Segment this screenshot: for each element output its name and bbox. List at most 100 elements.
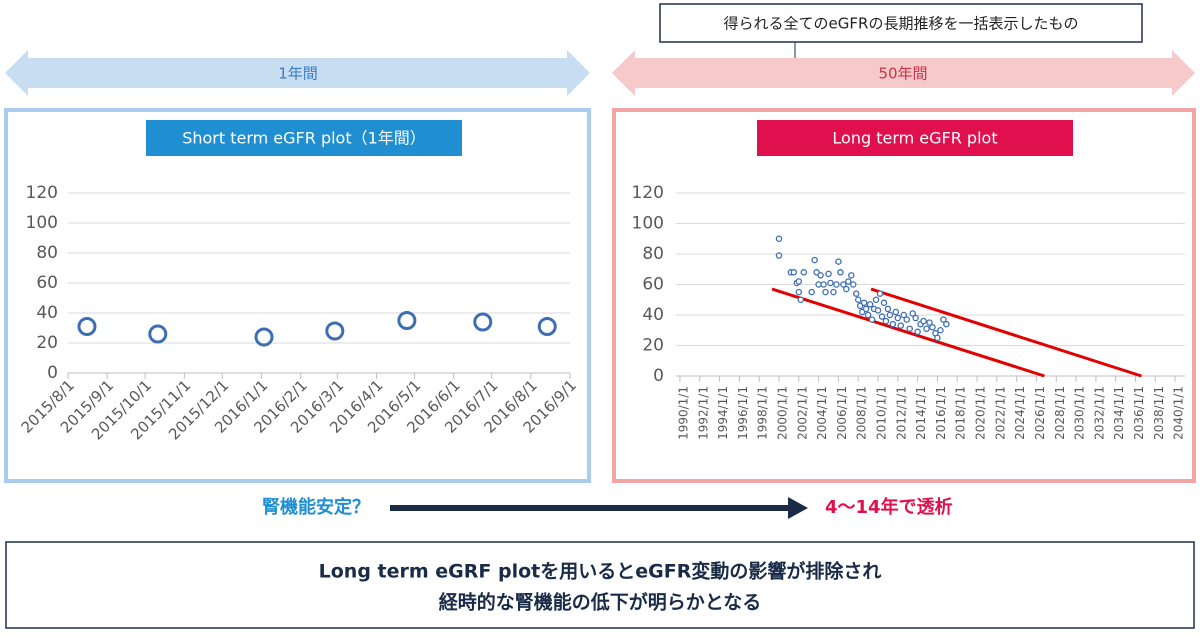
trend-line — [870, 287, 1142, 378]
point — [148, 324, 168, 344]
x-tick-label: 1996/1/1 — [736, 386, 750, 440]
range-arrow — [5, 50, 590, 96]
point — [937, 326, 944, 334]
y-tick-label: 120 — [632, 183, 664, 203]
x-tick-label: 2014/1/1 — [914, 386, 928, 440]
point — [878, 313, 886, 320]
point — [811, 256, 818, 264]
y-tick-label: 20 — [642, 336, 664, 356]
point — [923, 325, 930, 332]
point — [884, 305, 892, 313]
point — [929, 323, 936, 331]
y-tick-label: 60 — [36, 273, 58, 293]
point — [797, 296, 805, 303]
x-tick-label: 2024/1/1 — [1013, 386, 1027, 440]
x-tick-label: 2038/1/1 — [1152, 386, 1166, 440]
x-tick-label: 2034/1/1 — [1112, 386, 1126, 440]
point — [830, 288, 837, 296]
conclusion-line: Long term eGRF plotを用いるとeGFR変動の影響が排除され — [319, 560, 882, 583]
y-tick-label: 60 — [642, 275, 664, 295]
range-label: 1年間 — [278, 65, 318, 83]
x-tick-label: 1994/1/1 — [716, 386, 730, 440]
chart-title: Short term eGFR plot（1年間） — [182, 129, 426, 148]
point — [843, 285, 850, 293]
point — [808, 288, 815, 296]
point — [914, 328, 921, 336]
y-tick-label: 40 — [36, 303, 58, 323]
point — [909, 310, 916, 317]
panel — [4, 108, 591, 483]
x-tick-label: 2004/1/1 — [815, 386, 829, 440]
y-tick-label: 80 — [642, 244, 664, 264]
x-tick-label: 2010/1/1 — [875, 386, 889, 440]
point — [920, 317, 927, 325]
point — [77, 317, 97, 336]
point — [862, 305, 870, 313]
x-tick-label: 1990/1/1 — [676, 386, 690, 440]
point — [886, 311, 894, 319]
point — [817, 272, 824, 279]
x-tick-label: 2008/1/1 — [855, 386, 869, 440]
point — [864, 311, 872, 319]
conclusion-line: 経時的な腎機能の低下が明らかとなる — [439, 591, 761, 614]
point — [397, 311, 417, 330]
y-tick-label: 40 — [642, 305, 664, 325]
y-tick-label: 100 — [26, 213, 58, 233]
point — [868, 316, 876, 323]
point — [840, 281, 847, 288]
y-tick-label: 20 — [36, 333, 58, 353]
y-tick-label: 0 — [47, 363, 58, 383]
point — [325, 321, 345, 341]
point — [800, 269, 807, 276]
flow-from: 腎機能安定？ — [262, 496, 370, 518]
point — [835, 258, 842, 265]
x-tick-label: 2026/1/1 — [1033, 386, 1047, 440]
y-tick-label: 80 — [36, 243, 58, 263]
point — [889, 320, 897, 328]
x-tick-label: 2018/1/1 — [954, 386, 968, 440]
point — [860, 299, 868, 307]
point — [254, 327, 274, 347]
x-tick-label: 2022/1/1 — [993, 386, 1007, 440]
point — [845, 278, 852, 285]
point — [827, 279, 834, 287]
point — [906, 325, 913, 332]
point — [876, 290, 884, 297]
point — [900, 311, 908, 319]
point — [912, 314, 919, 322]
x-tick-label: 2002/1/1 — [795, 386, 809, 440]
point — [926, 319, 933, 326]
point — [837, 269, 844, 276]
x-tick-label: 2032/1/1 — [1092, 386, 1106, 440]
point — [874, 307, 882, 314]
x-tick-label: 2036/1/1 — [1132, 386, 1146, 440]
x-tick-label: 2040/1/1 — [1172, 386, 1186, 440]
panel-title-badge — [757, 120, 1073, 156]
y-tick-label: 100 — [632, 214, 664, 234]
x-tick-label: 2028/1/1 — [1053, 386, 1067, 440]
point — [903, 316, 910, 323]
point — [940, 316, 947, 323]
point — [897, 322, 905, 329]
point — [943, 320, 950, 328]
point — [892, 308, 900, 316]
point — [872, 296, 880, 303]
point — [822, 288, 829, 296]
chart-title: Long term eGFR plot — [832, 129, 997, 148]
point — [880, 299, 888, 307]
point — [820, 281, 827, 288]
flow-to: 4〜14年で透析 — [825, 496, 953, 518]
panel — [612, 108, 1196, 483]
point — [795, 288, 803, 296]
trend-line — [771, 287, 1045, 378]
x-tick-label: 1998/1/1 — [756, 386, 770, 440]
x-tick-label: 2000/1/1 — [775, 386, 789, 440]
point — [850, 281, 857, 288]
conclusion-box — [5, 541, 1195, 629]
point — [848, 272, 855, 279]
point — [866, 301, 874, 308]
point — [825, 270, 832, 278]
point — [852, 290, 860, 297]
y-tick-label: 0 — [653, 366, 664, 386]
